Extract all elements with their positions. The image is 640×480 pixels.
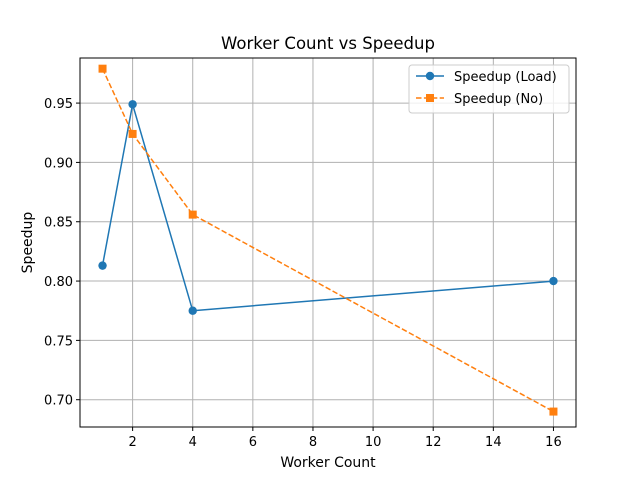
y-axis-title: Speedup [20, 212, 36, 274]
x-tick-label: 6 [249, 435, 257, 450]
legend-label: Speedup (No) [454, 92, 543, 107]
data-point-series-1 [188, 306, 197, 315]
data-point-series-2 [549, 407, 558, 416]
axis-ticks: 2 4 6 8 10 12 14 16 0.70 0.75 0.80 0.85 0.90 0.95 [44, 97, 562, 450]
y-tick-label: 0.75 [44, 334, 73, 349]
x-tick-label: 10 [365, 435, 382, 450]
series-line-2 [101, 68, 554, 413]
data-point-series-2 [188, 210, 197, 219]
data-point-series-2 [128, 129, 137, 138]
x-tick-label: 2 [128, 435, 136, 450]
grid [80, 58, 576, 427]
y-tick-label: 0.85 [44, 216, 73, 231]
y-tick-label: 0.80 [44, 275, 73, 290]
data-point-series-1 [549, 276, 558, 286]
x-tick-label: 12 [425, 435, 442, 450]
plot-area-frame [79, 57, 577, 428]
x-tick-label: 14 [485, 435, 502, 450]
legend-marker-circle [425, 71, 435, 81]
legend: Speedup (Load) Speedup (No) [408, 64, 570, 114]
x-axis-title: Worker Count [280, 455, 376, 471]
legend-box [408, 64, 570, 114]
data-point-series-2 [98, 64, 107, 73]
series-line-1 [101, 103, 554, 312]
data-point-series-1 [128, 100, 137, 109]
chart-title: Worker Count vs Speedup [221, 34, 435, 53]
y-tick-label: 0.90 [44, 156, 73, 171]
legend-marker-square [426, 94, 434, 102]
x-tick-label: 8 [309, 435, 317, 450]
x-tick-label: 4 [189, 435, 197, 450]
legend-label: Speedup (Load) [454, 70, 557, 85]
x-tick-label: 16 [545, 435, 562, 450]
y-tick-label: 0.70 [44, 394, 73, 409]
y-tick-label: 0.95 [44, 97, 73, 112]
series-layer [98, 64, 558, 416]
data-point-series-1 [98, 261, 107, 270]
